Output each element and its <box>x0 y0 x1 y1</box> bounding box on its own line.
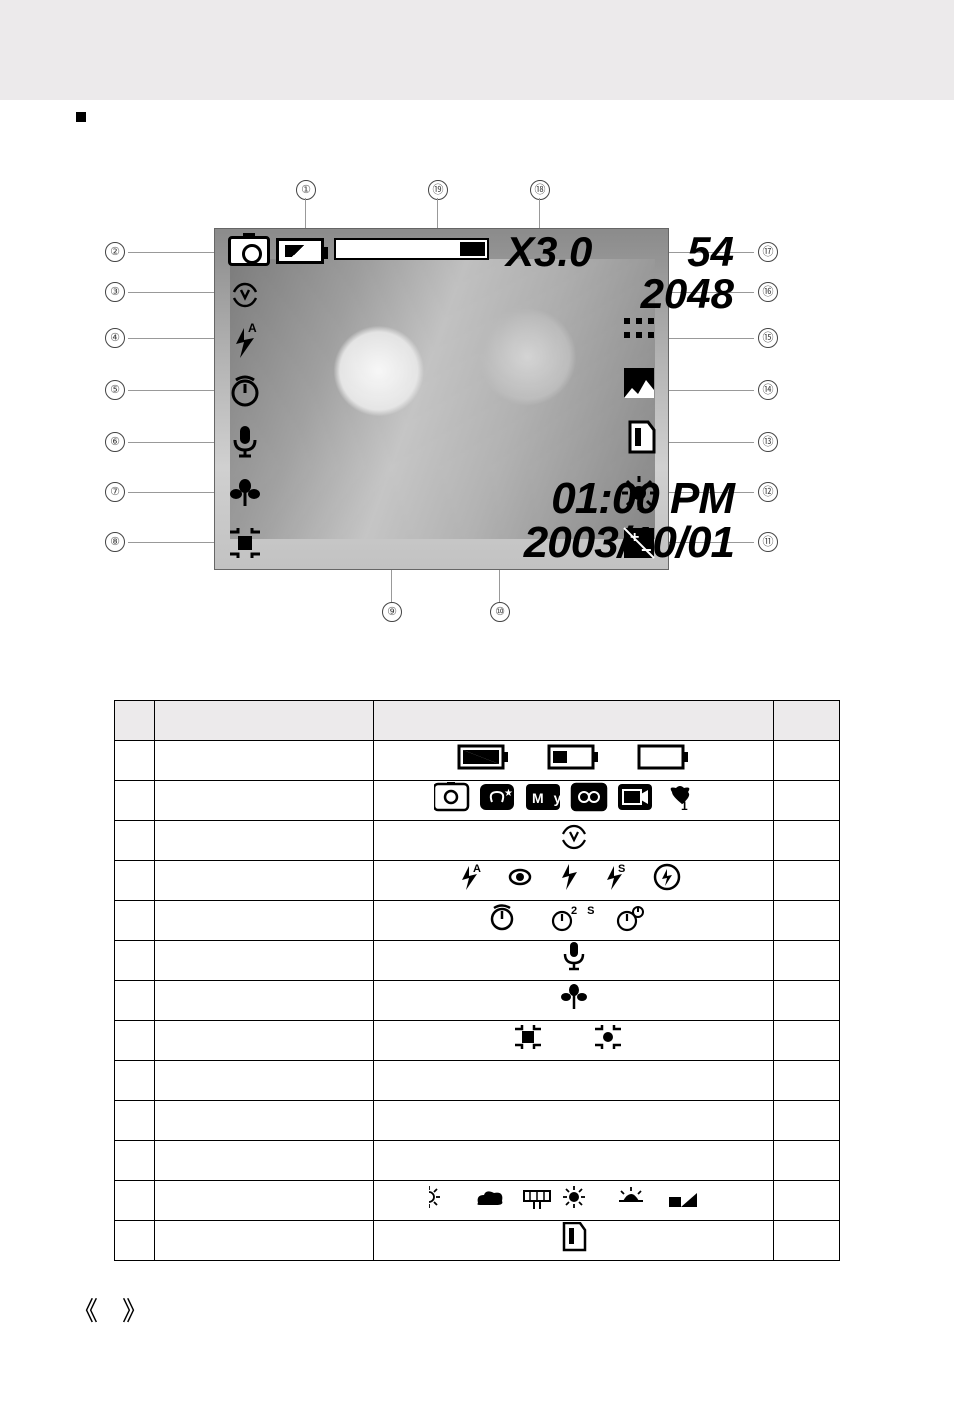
svg-text:+: + <box>630 529 639 546</box>
table-header-row <box>115 701 840 741</box>
wb-icons <box>374 1181 774 1221</box>
svg-text:2S: 2S <box>571 905 604 917</box>
callout-2: ② <box>105 242 125 262</box>
table-row <box>115 1021 840 1061</box>
col-desc <box>154 701 373 741</box>
table-row <box>115 941 840 981</box>
section-bullet <box>76 112 86 122</box>
card-icon-cell <box>374 1221 774 1261</box>
callout-15: ⑮ <box>758 328 778 348</box>
svg-text:A: A <box>248 321 257 335</box>
table-row <box>115 821 840 861</box>
col-icons <box>374 701 774 741</box>
table-row: A S <box>115 861 840 901</box>
battery-icon <box>276 238 324 264</box>
flash-icons: A S <box>374 861 774 901</box>
lcd-diagram: ① ⑲ ⑱ ② ③ ④ ⑤ ⑥ ⑦ ⑧ ⑰ ⑯ ⑮ ⑭ ⑬ ⑫ ⑪ ⑨ ⑩ X3… <box>0 180 954 640</box>
callout-1-top: ① <box>296 180 316 200</box>
macro-icon-cell <box>374 981 774 1021</box>
mode-icons: ★ My 1 <box>374 781 774 821</box>
callout-3: ③ <box>105 282 125 302</box>
indicator-table: ★ My 1 A S <box>114 700 840 1261</box>
zoom-value: X3.0 <box>506 228 592 276</box>
shake-icon-cell <box>374 821 774 861</box>
quality-icon <box>624 318 654 342</box>
svg-text:S: S <box>618 863 635 875</box>
callout-10: ⑩ <box>490 602 510 622</box>
shots-remaining: 54 <box>687 228 734 276</box>
table-row: 2S <box>115 901 840 941</box>
callout-11: ⑪ <box>758 532 778 552</box>
col-no <box>115 701 155 741</box>
callout-13: ⑬ <box>758 432 778 452</box>
table-row <box>115 1181 840 1221</box>
metering-icons <box>374 1021 774 1061</box>
table-row <box>115 741 840 781</box>
mic-icon <box>230 424 260 460</box>
svg-text:My: My <box>532 790 571 806</box>
callout-9: ⑨ <box>382 602 402 622</box>
wb-sun-icon <box>622 476 656 510</box>
ev-icon: +− <box>622 526 656 560</box>
callout-4: ④ <box>105 328 125 348</box>
camera-mode-icon <box>228 236 270 266</box>
callout-6: ⑥ <box>105 432 125 452</box>
battery-icons <box>374 741 774 781</box>
sharpness-icon <box>622 366 656 400</box>
callout-14: ⑭ <box>758 380 778 400</box>
table-row <box>115 1061 840 1101</box>
callout-17: ⑰ <box>758 242 778 262</box>
page-number: 《 》 <box>72 1291 954 1328</box>
table-row <box>115 981 840 1021</box>
callout-5: ⑤ <box>105 380 125 400</box>
svg-text:★: ★ <box>504 788 523 799</box>
macro-icon <box>229 478 261 508</box>
timer-icon <box>228 374 262 408</box>
bracket-close: 》 <box>122 1297 148 1326</box>
callout-8: ⑧ <box>105 532 125 552</box>
shake-warning-icon <box>230 280 260 310</box>
table-row <box>115 1101 840 1141</box>
table-row: ★ My 1 <box>115 781 840 821</box>
svg-text:−: − <box>641 540 652 560</box>
mic-icon-cell <box>374 941 774 981</box>
col-page <box>774 701 840 741</box>
bracket-open: 《 <box>72 1297 98 1326</box>
svg-text:A: A <box>473 863 491 875</box>
zoom-bar <box>334 238 489 260</box>
flash-auto-icon: A <box>230 320 260 360</box>
callout-7: ⑦ <box>105 482 125 502</box>
callout-19: ⑲ <box>428 180 448 200</box>
callout-16: ⑯ <box>758 282 778 302</box>
callout-18: ⑱ <box>530 180 550 200</box>
callout-12: ⑫ <box>758 482 778 502</box>
timer-icons: 2S <box>374 901 774 941</box>
resolution-value: 2048 <box>641 270 734 318</box>
card-icon <box>626 420 656 454</box>
header-band <box>0 0 954 100</box>
table-row <box>115 1221 840 1261</box>
svg-text:1: 1 <box>681 799 698 812</box>
table-row <box>115 1141 840 1181</box>
metering-icon <box>228 526 262 560</box>
